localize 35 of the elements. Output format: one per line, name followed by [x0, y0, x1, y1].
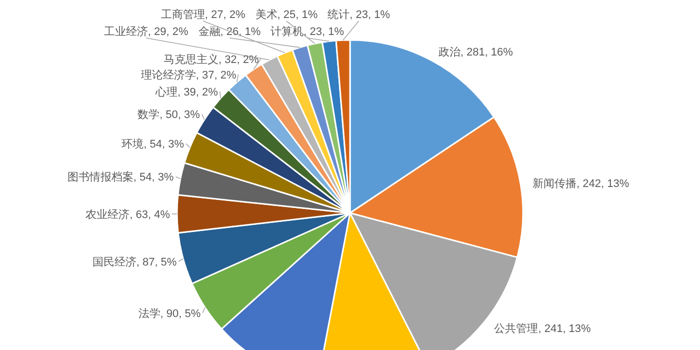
slice-label: 工业经济 — [104, 25, 148, 38]
data-label: , 29, 2% — [148, 26, 188, 38]
slice-label: 图书情报档案 — [67, 170, 134, 184]
slice-label: 统计 — [328, 8, 350, 21]
slice-label: 新闻传播 — [532, 177, 577, 190]
data-label: , 32, 2% — [218, 54, 260, 66]
slice-label: 农业经济 — [86, 208, 130, 221]
slice-label: 金融 — [198, 26, 220, 38]
slice-label: 心理 — [154, 86, 178, 99]
data-label: , 63, 4% — [130, 208, 170, 221]
slice-label: 政治 — [438, 46, 460, 59]
data-label: , 23, 1% — [350, 9, 390, 21]
data-label: , 87, 5% — [136, 256, 177, 268]
slice-label: 法学 — [138, 306, 160, 320]
data-label: , 242, 13% — [576, 178, 630, 190]
slice-label: 国民经济 — [92, 255, 136, 268]
slice-label: 环境 — [122, 138, 144, 151]
data-label: , 90, 5% — [160, 308, 201, 320]
data-label: , 37, 2% — [196, 69, 236, 82]
slice-label: 马克思主义 — [163, 52, 218, 66]
slice-label: 公共管理 — [494, 322, 538, 336]
data-label: , 25, 1% — [277, 9, 318, 21]
data-label: , 281, 16% — [460, 46, 514, 59]
slice-label: 工商管理 — [160, 8, 205, 21]
slice-label: 理论经济学 — [140, 68, 196, 82]
slice-label: 计算机 — [270, 25, 304, 38]
data-label: , 27, 2% — [204, 9, 246, 21]
slice-label: 美术 — [255, 8, 278, 21]
data-label: , 54, 3% — [133, 172, 174, 184]
data-label: , 241, 13% — [538, 323, 592, 336]
data-label: , 54, 3% — [144, 138, 184, 151]
slice-label: 数学 — [138, 109, 160, 122]
data-label: , 26, 1% — [220, 26, 261, 38]
data-label: , 50, 3% — [160, 109, 200, 122]
data-label: , 39, 2% — [178, 86, 218, 99]
